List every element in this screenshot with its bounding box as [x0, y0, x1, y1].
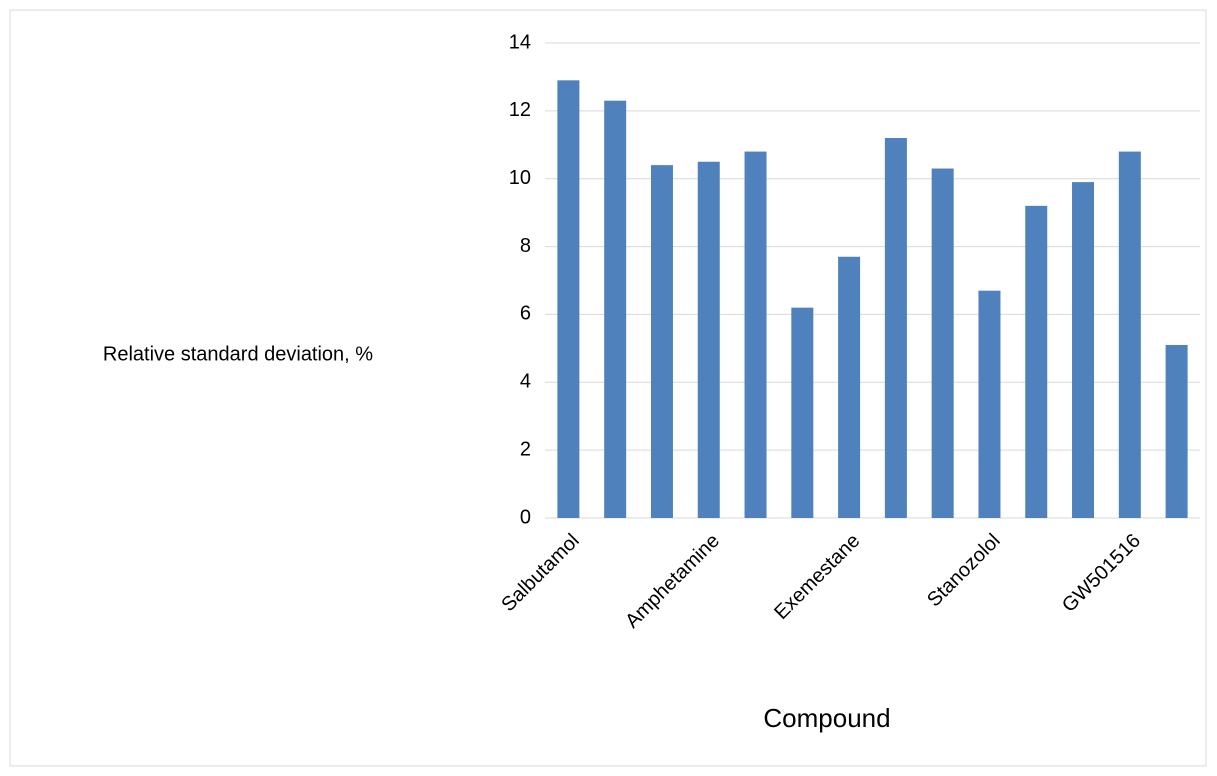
bar — [697, 161, 720, 518]
bar — [650, 165, 673, 518]
y-axis-label: Relative standard deviation, % — [103, 343, 373, 365]
bar — [978, 290, 1001, 518]
bar — [838, 256, 861, 518]
y-tick-label: 2 — [520, 438, 531, 460]
bar — [1165, 344, 1188, 518]
bar — [931, 168, 954, 519]
y-tick-label: 0 — [520, 506, 531, 528]
bar — [1025, 205, 1048, 518]
bar — [791, 307, 814, 518]
bar — [1072, 182, 1095, 518]
y-tick-label: 14 — [509, 31, 531, 53]
y-tick-label: 8 — [520, 235, 531, 257]
y-tick-label: 4 — [520, 371, 531, 393]
bar — [744, 151, 767, 519]
bar — [1118, 151, 1141, 519]
x-axis-label: Compound — [763, 703, 890, 733]
y-tick-label: 10 — [509, 167, 531, 189]
y-tick-label: 12 — [509, 99, 531, 121]
bar — [604, 100, 627, 518]
bar — [884, 138, 907, 518]
y-tick-label: 6 — [520, 303, 531, 325]
bar — [557, 80, 580, 519]
